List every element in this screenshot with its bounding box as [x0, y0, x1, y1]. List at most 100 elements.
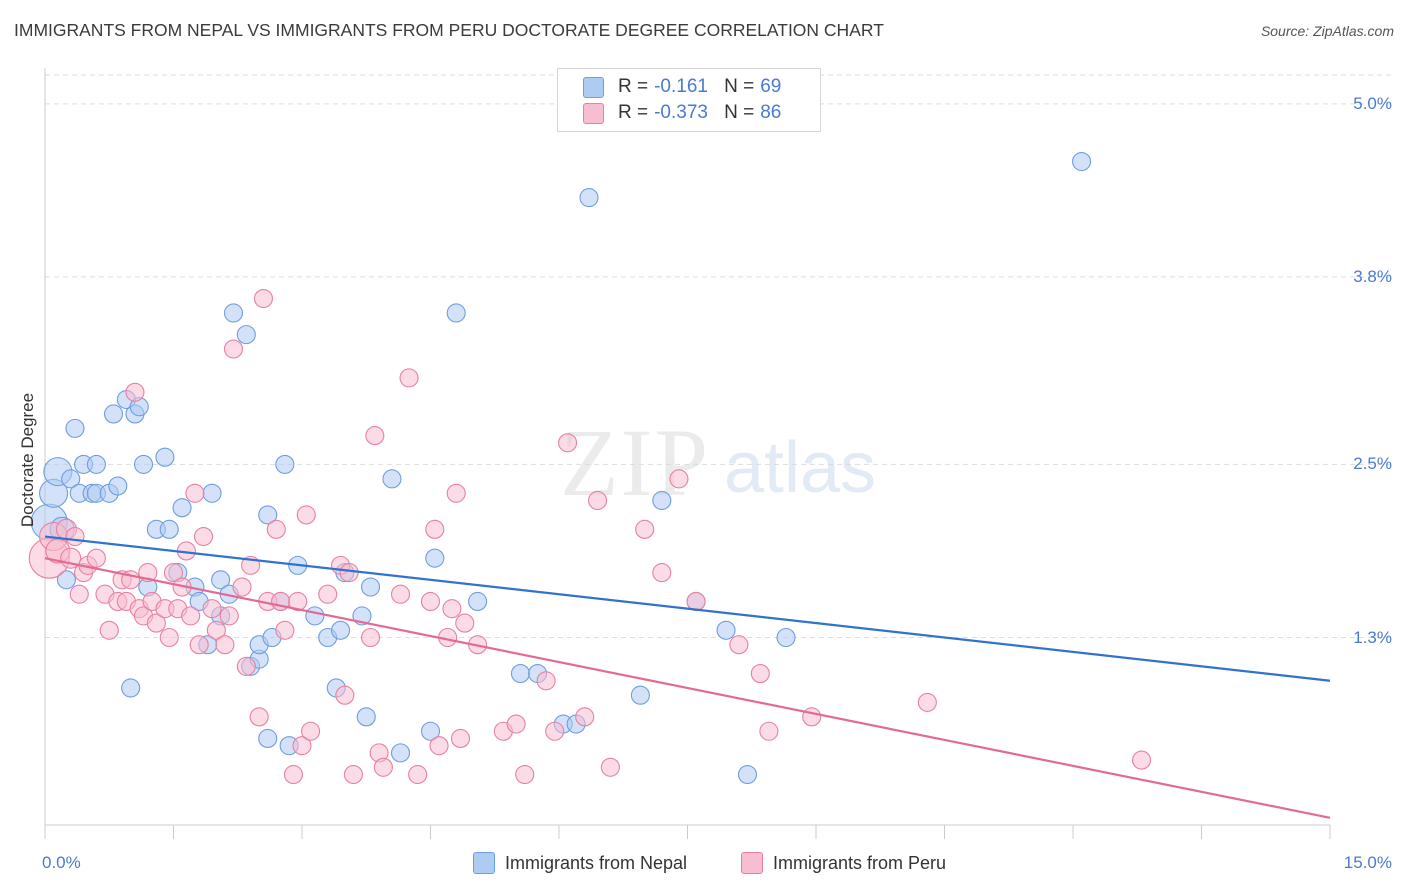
nepal-point-65 — [652, 490, 672, 511]
nepal-swatch — [583, 76, 604, 98]
y-tick-label-3: 5.0% — [1353, 93, 1392, 113]
peru-point-49 — [296, 505, 316, 525]
x-tick-label-max: 15.0% — [1343, 853, 1392, 872]
peru-point-65 — [429, 736, 449, 756]
axes — [44, 68, 1331, 839]
nepal-point-70 — [1072, 151, 1092, 172]
peru-point-28 — [181, 606, 201, 626]
nepal-point-58 — [468, 591, 488, 611]
bottom-nepal-swatch — [473, 852, 495, 874]
data-points — [28, 151, 1152, 785]
nepal-n-value: 69 — [760, 76, 782, 97]
nepal-point-49 — [330, 620, 351, 640]
legend-row-nepal: R = -0.161 N = 69 — [583, 74, 781, 100]
peru-point-81 — [635, 519, 655, 539]
peru-point-6 — [69, 584, 89, 604]
peru-point-21 — [146, 613, 166, 633]
bottom-legend-peru: Immigrants from Peru — [741, 852, 946, 874]
y-axis-label: Doctorate Degree — [18, 392, 37, 528]
peru-point-79 — [587, 490, 608, 511]
bottom-legend-nepal: Immigrants from Nepal — [473, 852, 687, 874]
peru-point-62 — [408, 764, 428, 785]
x-tick-label-min: 0.0% — [42, 853, 81, 872]
peru-point-76 — [545, 721, 565, 741]
peru-point-33 — [206, 620, 226, 640]
nepal-point-54 — [390, 743, 411, 763]
peru-point-82 — [652, 563, 672, 583]
peru-point-54 — [339, 563, 359, 583]
nepal-point-19 — [133, 454, 154, 474]
nepal-point-51 — [360, 577, 381, 597]
trend-lines — [44, 535, 1331, 819]
peru-trend-line — [44, 557, 1331, 819]
nepal-point-30 — [211, 570, 231, 590]
peru-point-73 — [506, 714, 526, 734]
peru-n-value: 86 — [760, 102, 782, 123]
peru-point-24 — [163, 563, 184, 583]
nepal-n-label: N = — [724, 76, 755, 97]
peru-point-50 — [301, 721, 321, 741]
bottom-peru-swatch — [741, 852, 763, 874]
peru-point-16 — [125, 382, 145, 402]
nepal-point-45 — [305, 606, 325, 626]
peru-point-5 — [65, 526, 85, 547]
nepal-point-16 — [121, 678, 141, 698]
source-credit: Source: ZipAtlas.com — [1260, 23, 1394, 39]
watermark-zip: ZIP — [560, 409, 710, 516]
peru-point-43 — [266, 519, 286, 539]
bottom-peru-label: Immigrants from Peru — [773, 852, 947, 873]
peru-point-67 — [442, 599, 462, 619]
peru-point-84 — [686, 591, 706, 611]
bottom-nepal-label: Immigrants from Nepal — [505, 852, 688, 873]
peru-point-29 — [185, 483, 205, 503]
nepal-point-57 — [446, 303, 466, 323]
peru-point-88 — [802, 707, 822, 727]
peru-point-85 — [729, 635, 749, 655]
nepal-point-23 — [159, 519, 179, 539]
peru-point-70 — [455, 613, 475, 633]
peru-point-61 — [399, 368, 419, 388]
nepal-point-64 — [630, 685, 650, 705]
nepal-point-52 — [356, 707, 376, 727]
chart-title: IMMIGRANTS FROM NEPAL VS IMMIGRANTS FROM… — [14, 20, 884, 40]
nepal-point-38 — [258, 505, 278, 525]
nepal-point-63 — [579, 188, 599, 208]
peru-point-47 — [288, 591, 308, 611]
nepal-point-14 — [108, 476, 128, 496]
y-tick-label-0: 1.3% — [1353, 627, 1392, 647]
peru-point-34 — [215, 635, 235, 655]
nepal-point-53 — [382, 469, 402, 489]
peru-point-51 — [318, 584, 338, 604]
nepal-trend-line — [44, 535, 1331, 682]
peru-point-36 — [223, 339, 244, 359]
peru-point-55 — [343, 764, 363, 785]
legend-row-peru: R = -0.373 N = 86 — [583, 100, 781, 126]
watermark: ZIP atlas — [560, 409, 876, 516]
peru-point-9 — [86, 548, 106, 568]
nepal-point-40 — [258, 728, 278, 749]
nepal-point-67 — [716, 620, 736, 640]
peru-point-23 — [159, 627, 179, 648]
peru-point-48 — [292, 736, 312, 756]
peru-point-86 — [750, 664, 770, 684]
nepal-point-13 — [103, 404, 124, 424]
peru-point-56 — [360, 627, 381, 648]
peru-point-68 — [446, 483, 466, 503]
peru-point-77 — [558, 433, 578, 453]
peru-point-59 — [373, 757, 393, 777]
peru-point-30 — [189, 635, 209, 655]
peru-point-38 — [236, 656, 256, 676]
nepal-point-42 — [275, 454, 295, 474]
nepal-point-29 — [202, 483, 222, 503]
peru-point-87 — [759, 721, 779, 741]
peru-r-label: R = — [618, 102, 649, 123]
watermark-atlas: atlas — [724, 428, 876, 508]
peru-point-74 — [515, 764, 535, 785]
nepal-r-value: -0.161 — [654, 76, 708, 97]
nepal-point-4 — [56, 570, 76, 590]
peru-point-53 — [335, 685, 355, 705]
nepal-r-label: R = — [618, 76, 649, 97]
peru-point-75 — [536, 671, 556, 691]
peru-point-90 — [1131, 750, 1152, 770]
